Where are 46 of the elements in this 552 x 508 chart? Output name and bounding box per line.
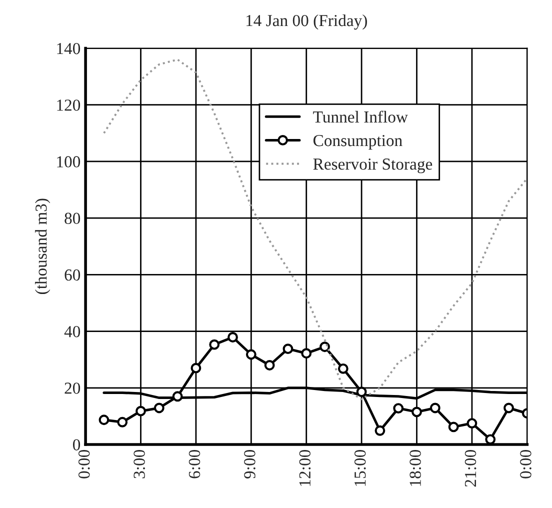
- legend-label: Reservoir Storage: [313, 158, 432, 174]
- point: [264, 360, 275, 370]
- y-tick-label: 80: [64, 212, 80, 224]
- point: [246, 349, 256, 360]
- point: [228, 332, 238, 342]
- y-tick-label: 100: [57, 156, 80, 168]
- x-tick-label: 0:00: [78, 450, 90, 478]
- point: [374, 425, 386, 436]
- point: [98, 414, 110, 426]
- point: [301, 348, 312, 359]
- point: [412, 406, 422, 418]
- point: [504, 402, 514, 414]
- point: [485, 434, 496, 444]
- x-tick-label: 3:00: [134, 450, 146, 478]
- point: [117, 416, 128, 428]
- y-tick-label: 140: [57, 42, 80, 54]
- point: [190, 362, 202, 374]
- x-tick-label: 6:00: [188, 450, 200, 478]
- point: [320, 342, 330, 352]
- point: [209, 339, 220, 350]
- point: [466, 418, 478, 428]
- y-tick-label: 0: [73, 439, 80, 450]
- point: [448, 422, 459, 432]
- y-tick-label: 20: [64, 382, 80, 394]
- point: [393, 403, 404, 414]
- point: [172, 391, 183, 402]
- line-series: [102, 58, 528, 400]
- point: [282, 344, 294, 354]
- x-tick-label: 9:00: [244, 450, 256, 478]
- x-tick-label: 0:00: [520, 450, 532, 478]
- legend-label: Consumption: [313, 134, 402, 150]
- y-tick-label: 40: [64, 326, 80, 338]
- x-tick-label: 12:00: [299, 450, 311, 486]
- y-axis-title: (thousand m3): [35, 198, 50, 294]
- y-tick-label: 120: [57, 100, 80, 111]
- point: [154, 402, 164, 414]
- y-tick-label: 60: [64, 269, 80, 281]
- legend-label: Tunnel Inflow: [313, 110, 408, 123]
- point: [430, 402, 440, 414]
- x-tick-label: 21:00: [464, 450, 476, 487]
- x-tick-label: 15:00: [354, 450, 366, 486]
- chart-title: 14 Jan 00 (Friday): [246, 14, 367, 30]
- point: [136, 406, 146, 416]
- point: [338, 363, 348, 374]
- x-tick-label: 18:00: [410, 450, 422, 486]
- point: [356, 386, 367, 398]
